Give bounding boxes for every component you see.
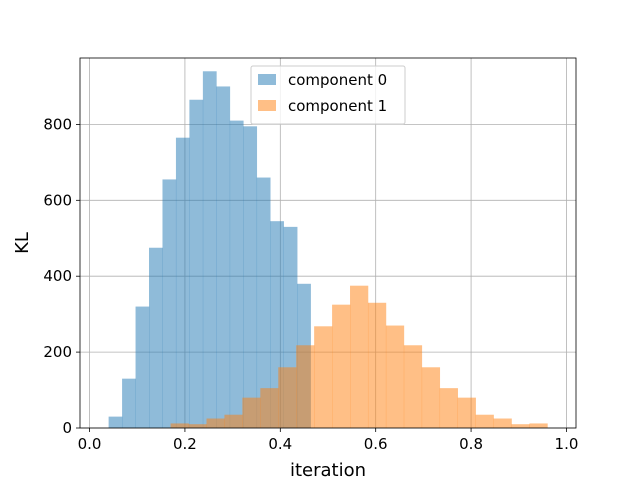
x-tick-label-3: 0.6 [364, 435, 388, 453]
legend-box [250, 65, 406, 125]
bar-series-1-bin-20 [529, 423, 548, 428]
bar-series-0-bin-7 [202, 71, 217, 429]
legend-swatch-component-0 [258, 74, 276, 85]
bar-series-0-bin-1 [122, 378, 136, 428]
axis-ticks: 0.0 0.2 0.4 0.6 0.8 1.0 0 200 400 600 800 [43, 115, 578, 453]
x-tick-label-1: 0.2 [173, 435, 197, 453]
x-axis-label: iteration [290, 460, 366, 480]
y-tick-label-4: 800 [43, 115, 72, 133]
bar-series-1-bin-2 [206, 418, 225, 428]
bar-series-1-bin-5 [260, 388, 279, 428]
bar-series-1-bin-14 [421, 367, 441, 428]
bar-series-1-bin-6 [278, 367, 297, 428]
bar-series-1-bin-15 [439, 388, 458, 428]
y-tick-label-3: 600 [43, 191, 72, 209]
bar-series-1-bin-7 [296, 345, 315, 428]
bar-series-1-bin-8 [314, 326, 333, 428]
bar-series-0-bin-2 [135, 306, 150, 428]
legend-label-component-1: component 1 [288, 97, 387, 115]
bar-series-0-bin-5 [175, 137, 190, 428]
bar-series-0-bin-11 [256, 177, 271, 428]
y-tick-label-2: 400 [43, 267, 72, 285]
legend: component 0 component 1 [250, 65, 406, 125]
bar-series-1-bin-3 [224, 414, 243, 428]
bar-series-0-bin-0 [108, 416, 123, 428]
bar-series-1-bin-4 [242, 397, 261, 428]
bar-series-1-bin-16 [457, 397, 476, 428]
x-tick-label-4: 0.8 [459, 435, 483, 453]
bar-series-1-bin-17 [475, 414, 494, 428]
bar-series-0-bin-9 [229, 120, 244, 428]
bar-series-1-bin-19 [511, 424, 530, 428]
bar-series-1-bin-13 [403, 345, 423, 428]
bar-series-0-bin-10 [243, 126, 258, 429]
x-tick-label-0: 0.0 [78, 435, 102, 453]
y-axis-label: KL [12, 232, 33, 254]
bar-series-1-bin-12 [385, 325, 405, 428]
x-tick-label-5: 1.0 [555, 435, 579, 453]
bar-series-0-bin-8 [216, 86, 231, 428]
bar-series-0-bin-6 [189, 99, 204, 428]
y-tick-label-1: 200 [43, 343, 72, 361]
bar-series-1-bin-9 [332, 304, 351, 428]
legend-label-component-0: component 0 [288, 71, 387, 89]
bar-series-1-bin-1 [188, 424, 207, 428]
bar-series-0-bin-3 [149, 247, 163, 428]
y-tick-label-0: 0 [62, 419, 72, 437]
bar-series-1-bin-0 [170, 423, 189, 428]
bar-series-1-bin-10 [350, 285, 369, 428]
histogram-bars [108, 71, 548, 429]
legend-swatch-component-1 [258, 100, 276, 111]
bar-series-1-bin-18 [493, 418, 512, 428]
bar-series-0-bin-4 [162, 179, 177, 428]
bar-series-1-bin-11 [367, 302, 387, 428]
x-tick-label-2: 0.4 [268, 435, 292, 453]
plot-frame [79, 57, 577, 429]
